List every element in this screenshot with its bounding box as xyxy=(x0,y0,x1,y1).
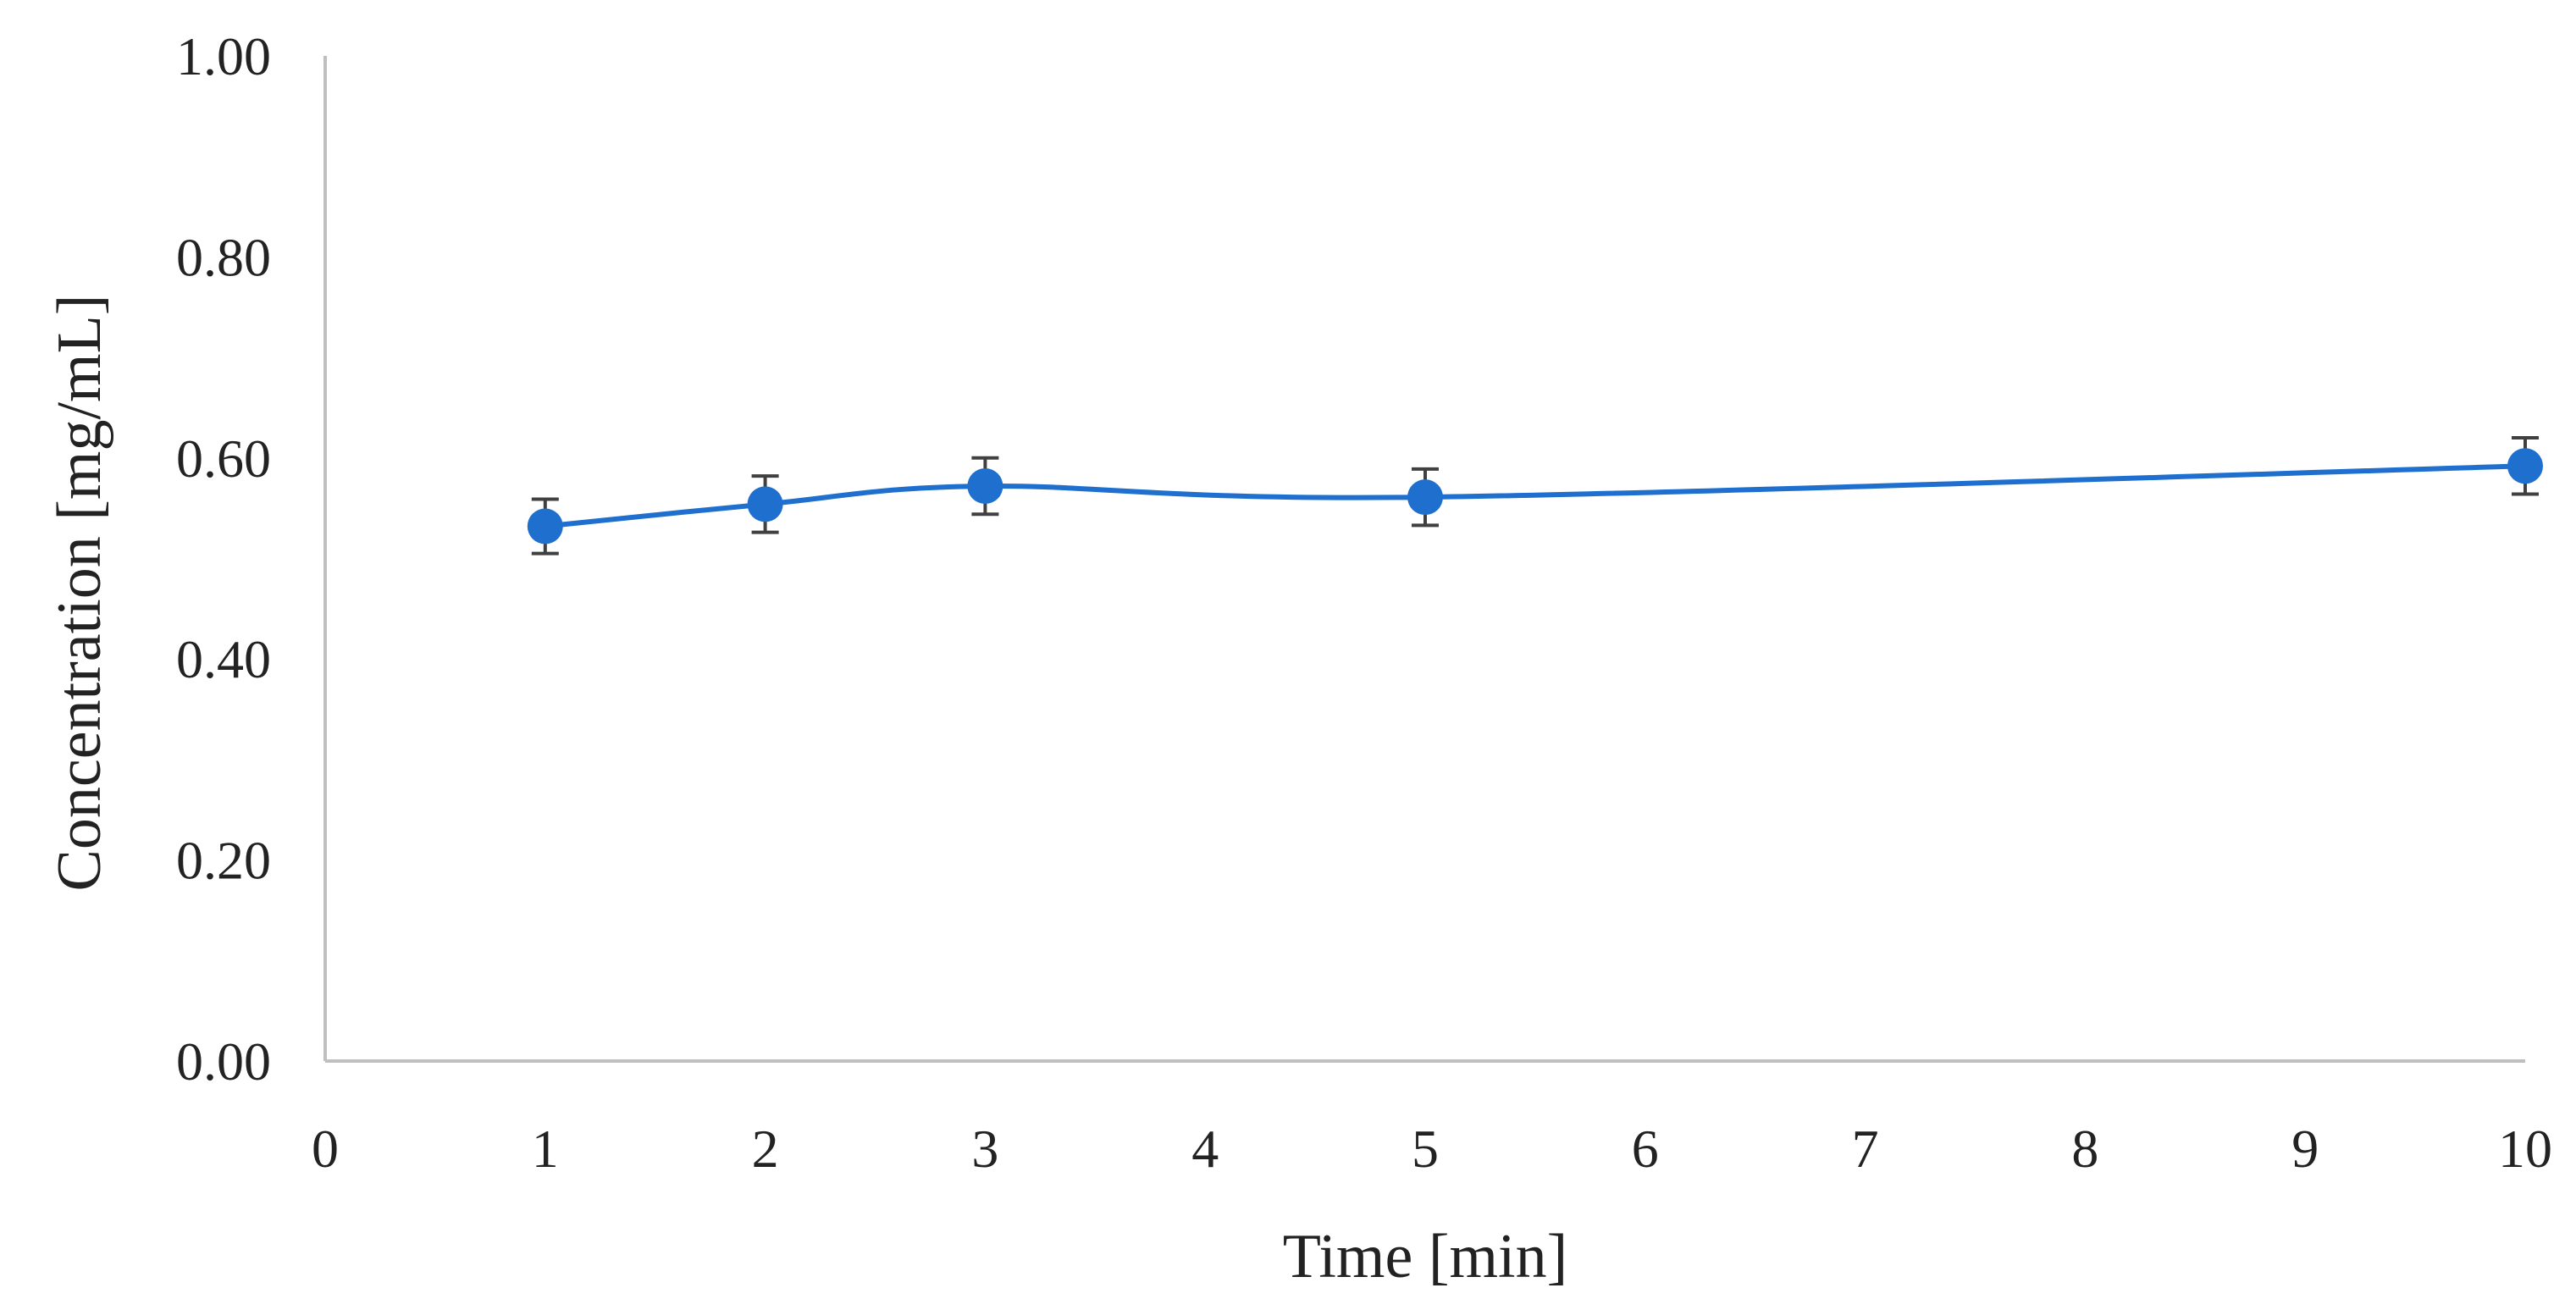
x-tick-label: 8 xyxy=(2071,1119,2098,1179)
data-point xyxy=(2507,448,2543,484)
x-tick-label: 4 xyxy=(1191,1119,1219,1179)
x-tick-label: 0 xyxy=(312,1119,339,1179)
x-tick-label: 6 xyxy=(1632,1119,1659,1179)
data-point xyxy=(967,468,1003,505)
series-line xyxy=(544,463,2526,529)
axes xyxy=(323,56,2525,1063)
tick-labels: 0 1 2 3 4 5 6 7 8 9 10 0.00 0.20 0.40 0.60 0.80 1.00 xyxy=(176,26,2552,1179)
x-tick-label: 3 xyxy=(971,1119,998,1179)
y-axis-title: Concentration [mg/mL] xyxy=(45,295,114,892)
y-tick-label: 0.60 xyxy=(176,428,271,489)
x-tick-label: 5 xyxy=(1412,1119,1439,1179)
x-tick-label: 1 xyxy=(532,1119,559,1179)
data-point xyxy=(747,486,783,522)
y-tick-label: 0.00 xyxy=(176,1031,271,1092)
data-point xyxy=(1407,479,1443,516)
y-tick-label: 1.00 xyxy=(176,26,271,86)
data-point xyxy=(527,508,563,544)
y-tick-label: 0.20 xyxy=(176,831,271,891)
x-axis-title: Time [min] xyxy=(1283,1222,1567,1291)
x-tick-label: 9 xyxy=(2291,1119,2319,1179)
y-tick-label: 0.80 xyxy=(176,227,271,287)
x-tick-label: 10 xyxy=(2498,1119,2552,1179)
x-tick-label: 2 xyxy=(752,1119,779,1179)
series-layer xyxy=(527,436,2543,556)
x-tick-label: 7 xyxy=(1852,1119,1879,1179)
y-tick-label: 0.40 xyxy=(176,629,271,689)
